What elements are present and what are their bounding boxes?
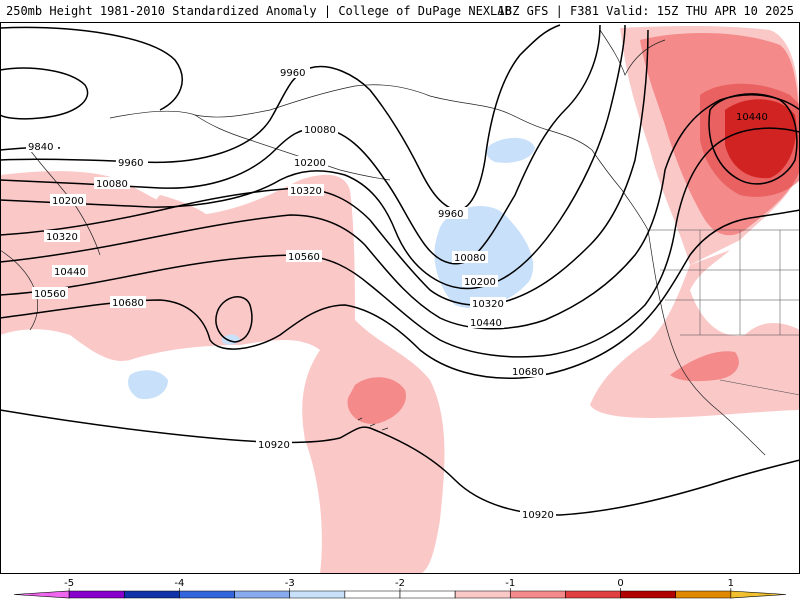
contour-label-10320: 10320 [472,299,504,310]
contour-label-10320: 10320 [290,186,322,197]
contour-label-10920: 10920 [258,440,290,451]
map-title: 250mb Height 1981-2010 Standardized Anom… [6,4,512,18]
colorbar-tick-label: 0 [617,578,623,589]
model-run-info: 18Z GFS | F381 Valid: 15Z THU APR 10 202… [497,4,794,18]
state-boundaries [648,229,800,396]
contour-label-10680: 10680 [512,367,544,378]
west-pacific-small-negative [128,370,168,400]
contour-label-10680: 10680 [112,298,144,309]
contour-label-10080: 10080 [304,125,336,136]
contour-10560 [0,127,800,358]
baja-positive [670,351,739,382]
contour-label-10440: 10440 [470,318,502,329]
contour-label-10200: 10200 [294,158,326,169]
colorbar-segment [620,590,677,599]
colorbar-segment [730,590,787,599]
contour-9840 [0,67,89,120]
colorbar-tick-label: -4 [174,578,184,589]
colorbar-segment [179,590,235,599]
hawaii-positive-core [347,377,406,425]
colorbar-segments [13,590,787,599]
colorbar-segment [123,590,180,599]
colorbar-segment [344,590,401,599]
contour-label-10920: 10920 [522,510,554,521]
contour-label-9840: 9840 [28,142,53,153]
colorbar-segment [675,590,732,599]
colorbar-segment [68,590,125,599]
colorbar-segment [509,590,566,599]
contour-10440 [0,94,800,330]
pacific-small-positive [152,195,220,234]
map-canvas: 9840 9960 9960 9960 10080 10080 10080 10… [0,22,800,574]
canada-arctic-coast [599,29,666,76]
contour-label-9960: 9960 [438,209,463,220]
contour-label-9960: 9960 [118,158,143,169]
west-pacific-positive-anomaly [0,171,445,574]
contour-10680-ring [215,296,253,343]
contour-10680 [0,209,800,379]
contour-label-10080: 10080 [96,179,128,190]
contour-10920 [0,409,800,516]
contour-label-10440: 10440 [54,267,86,278]
colorbar-tick-label: 1 [728,578,734,589]
alaska-coast [109,84,649,231]
colorbar-tick-label: -2 [395,578,405,589]
anomaly-colorbar: -5-4-3-2-1012345 [0,574,800,600]
contour-9960-ring [0,26,183,111]
contour-label-10080: 10080 [454,253,486,264]
colorbar-tick-labels: -5-4-3-2-1012345 [64,578,734,591]
north-american-west-coast [647,229,766,456]
contour-labels: 9840 9960 9960 9960 10080 10080 10080 10… [26,66,768,521]
contour-10080 [0,24,601,265]
colorbar-segment [454,590,511,599]
alaska-small-negative [486,137,535,163]
contour-label-9960: 9960 [280,68,305,79]
colorbar-segment [289,590,346,599]
aleutian-chain [194,114,391,181]
contour-label-10320: 10320 [46,232,78,243]
header: 250mb Height 1981-2010 Standardized Anom… [0,0,800,22]
contour-label-10560: 10560 [34,289,66,300]
contour-label-10440: 10440 [736,112,768,123]
colorbar-tick-label: -3 [285,578,295,589]
colorbar-tick-label: -1 [505,578,515,589]
contour-label-10200: 10200 [52,196,84,207]
contour-label-10200: 10200 [464,277,496,288]
contour-9960 [0,24,561,211]
colorbar-tick-label: -5 [64,578,74,589]
contour-10440-ring [708,93,798,185]
colorbar-segment [399,590,456,599]
contour-label-10560: 10560 [288,252,320,263]
colorbar-segment [565,590,621,599]
contour-10320 [0,29,649,306]
hawaii-islands [357,417,389,431]
colorbar-segment [234,590,291,599]
